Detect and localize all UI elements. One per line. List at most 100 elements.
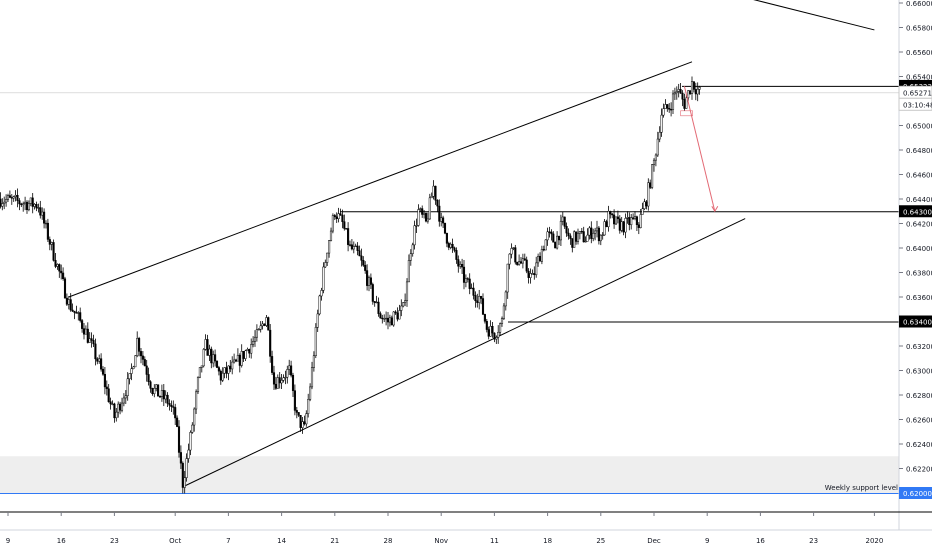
candle-body xyxy=(195,391,198,410)
candle-38 xyxy=(71,303,74,312)
candle-172 xyxy=(326,252,329,266)
candle-292 xyxy=(554,241,557,249)
candle-333 xyxy=(632,213,635,220)
candle-body xyxy=(668,108,671,110)
candle-body xyxy=(303,421,306,425)
candle-314 xyxy=(595,220,599,238)
candle-283 xyxy=(537,253,540,267)
candle-357 xyxy=(677,83,680,98)
candle-body xyxy=(291,374,295,391)
candle-body xyxy=(81,320,84,329)
candle-body xyxy=(409,253,412,261)
candle-body xyxy=(405,281,409,301)
candle-152 xyxy=(288,359,291,376)
candle-body xyxy=(690,81,694,94)
candle-body xyxy=(432,185,435,197)
candle-62 xyxy=(117,401,120,418)
candle-body xyxy=(358,250,361,257)
candle-body xyxy=(594,230,597,234)
candle-272 xyxy=(516,261,519,266)
candle-219 xyxy=(415,218,418,233)
candle-184 xyxy=(348,240,352,247)
candle-body xyxy=(675,91,678,94)
candle-body xyxy=(48,239,51,245)
candle-body xyxy=(392,311,395,326)
candle-body xyxy=(322,266,325,291)
candle-109 xyxy=(206,334,209,356)
candle-342 xyxy=(649,179,652,190)
candle-267 xyxy=(506,263,509,299)
candle-99 xyxy=(187,443,190,463)
candle-297 xyxy=(563,216,566,229)
x-tick-label-7: 28 xyxy=(384,537,393,545)
candle-206 xyxy=(390,315,393,326)
candle-325 xyxy=(616,210,619,224)
candle-body xyxy=(221,372,224,381)
candle-222 xyxy=(421,205,424,218)
candle-body xyxy=(75,312,78,314)
x-tick-label-11: 25 xyxy=(596,537,605,545)
candle-116 xyxy=(219,369,222,385)
candle-body xyxy=(449,243,452,248)
candle-body xyxy=(385,317,388,320)
candle-266 xyxy=(504,290,507,311)
candle-body xyxy=(174,407,177,419)
candle-body xyxy=(271,356,274,373)
candle-body xyxy=(468,278,471,289)
candle-body xyxy=(155,384,158,389)
candle-68 xyxy=(128,373,131,385)
candle-354 xyxy=(671,90,675,115)
candle-214 xyxy=(405,278,409,307)
x-tick-label-4: 7 xyxy=(226,537,230,545)
candle-body xyxy=(128,373,131,380)
candle-106 xyxy=(200,365,203,373)
candle-276 xyxy=(523,253,526,262)
candle-body xyxy=(244,350,247,359)
candle-105 xyxy=(198,367,201,379)
candle-body xyxy=(685,97,688,109)
candle-146 xyxy=(276,374,279,389)
price-label-bg-2 xyxy=(899,315,932,328)
trendlines-layer xyxy=(68,0,875,488)
candle-body xyxy=(683,98,686,109)
candle-body xyxy=(398,310,401,320)
candle-body xyxy=(590,227,593,239)
candle-body xyxy=(521,258,524,264)
support-zone-layer xyxy=(0,456,899,493)
candle-171 xyxy=(324,259,327,268)
candle-body xyxy=(179,452,182,464)
candle-body xyxy=(269,329,272,357)
candle-body xyxy=(474,295,477,302)
candle-330 xyxy=(626,211,629,224)
candle-body xyxy=(645,201,648,207)
candle-110 xyxy=(208,344,211,361)
support-zone-label: Weekly support level xyxy=(825,484,898,492)
candle-302 xyxy=(573,230,576,248)
candle-body xyxy=(191,424,194,433)
candle-218 xyxy=(413,220,416,250)
candle-8 xyxy=(14,190,17,202)
candle-291 xyxy=(552,231,555,243)
candle-88 xyxy=(166,392,169,408)
candle-317 xyxy=(601,232,604,240)
candle-98 xyxy=(185,453,188,482)
candle-body xyxy=(234,359,238,362)
candle-32 xyxy=(60,264,63,280)
candle-body xyxy=(529,273,532,278)
candle-166 xyxy=(314,323,317,359)
candle-81 xyxy=(153,384,156,398)
candle-body xyxy=(56,264,59,267)
x-tick-label-14: 16 xyxy=(756,537,765,545)
candle-89 xyxy=(168,399,171,411)
candle-254 xyxy=(481,293,485,315)
time-axis[interactable]: 9 16 23 Oct 7 14 21 28 Nov 11 18 25 Dec 9 16 23 2020 xyxy=(6,512,884,545)
candle-body xyxy=(307,399,310,414)
candle-362 xyxy=(687,90,690,102)
candle-body xyxy=(139,351,143,357)
candle-275 xyxy=(521,253,524,269)
candle-104 xyxy=(196,376,200,395)
